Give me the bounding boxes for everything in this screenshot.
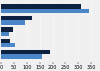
Bar [1, 32, 9, 36]
Bar [1, 43, 15, 47]
Bar [1, 27, 13, 32]
Bar [1, 4, 81, 9]
Bar [1, 16, 32, 20]
Bar [1, 39, 10, 43]
Bar [1, 20, 26, 24]
Bar [1, 50, 50, 54]
Bar [1, 54, 42, 59]
Bar [1, 9, 89, 13]
